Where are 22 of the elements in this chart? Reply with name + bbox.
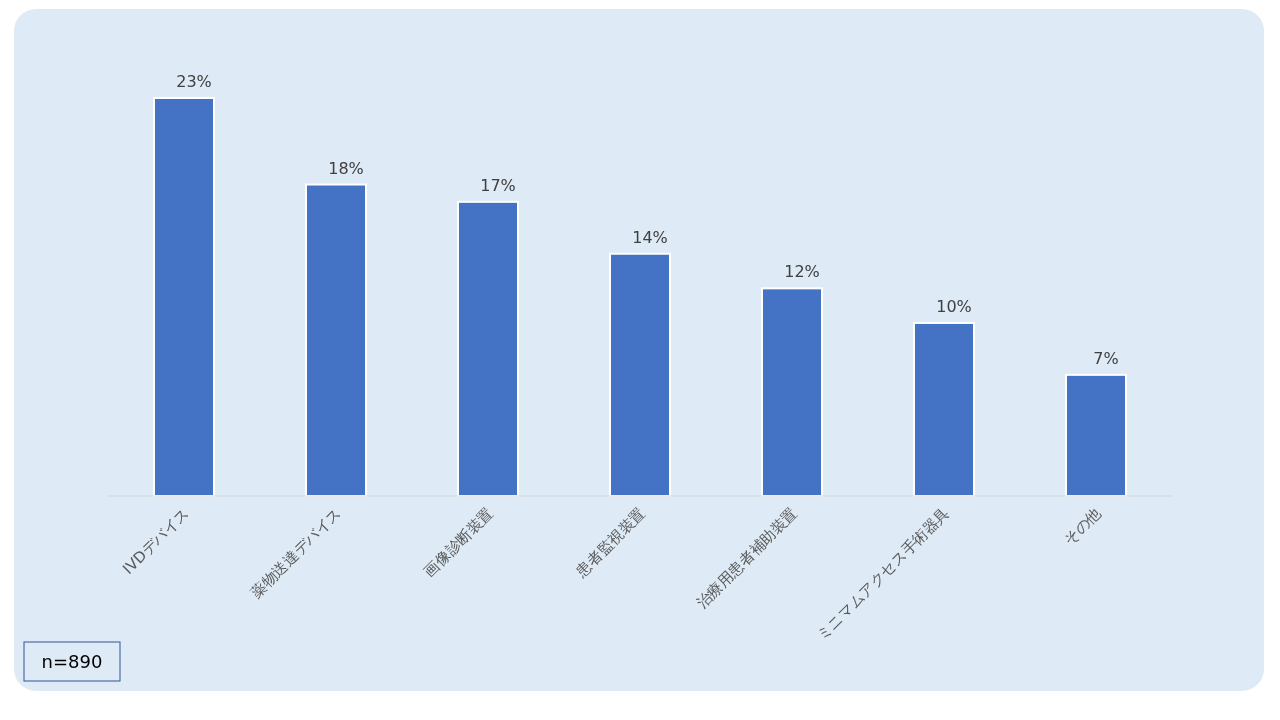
bar — [1065, 373, 1127, 497]
bar — [457, 200, 519, 497]
data-label: 14% — [632, 227, 668, 247]
bar — [305, 183, 367, 497]
x-tick-label: 治療用患者補助装置 — [692, 504, 801, 613]
data-label: 17% — [480, 175, 516, 195]
annotation: n=890 — [23, 641, 121, 682]
data-label: 23% — [176, 72, 212, 91]
bar — [761, 287, 823, 497]
x-tick-label: IVDデバイス — [119, 504, 193, 578]
bar — [153, 97, 215, 497]
bar — [609, 252, 671, 497]
x-tick-label: その他 — [1060, 504, 1105, 549]
data-label: 18% — [328, 158, 364, 178]
x-tick-label: ミニマムアクセス手術器具 — [812, 504, 953, 645]
bar — [913, 321, 975, 497]
data-label: 12% — [784, 262, 820, 282]
x-tick-label: 薬物送達デバイス — [247, 504, 345, 602]
x-tick-label: 画像診断装置 — [420, 504, 497, 581]
data-label: 10% — [936, 296, 972, 316]
x-tick-label: 患者監視装置 — [571, 504, 649, 582]
data-label: 7% — [1093, 348, 1119, 368]
